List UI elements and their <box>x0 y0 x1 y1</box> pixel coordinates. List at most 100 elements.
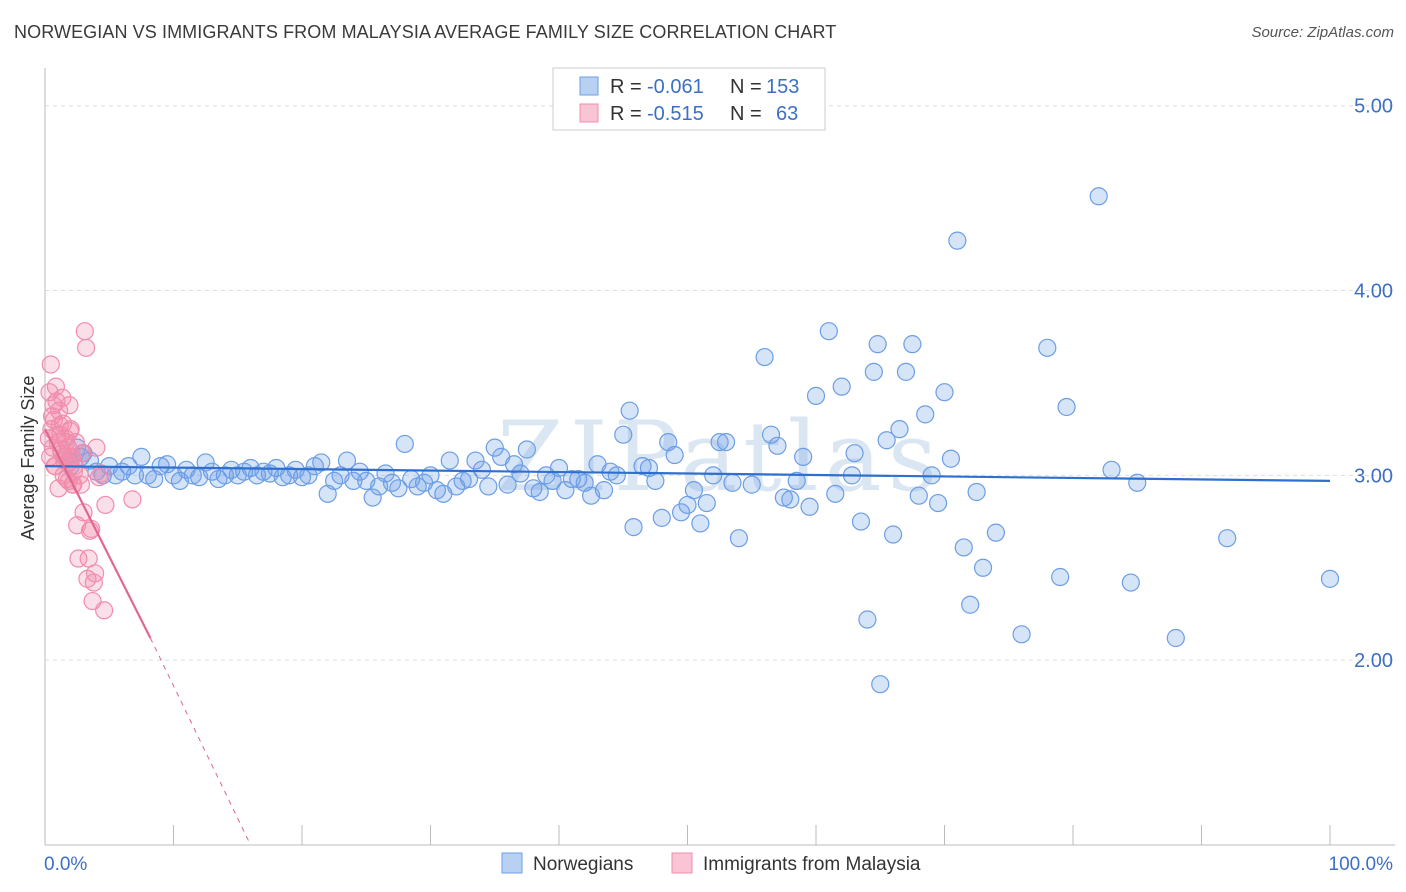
gridlines <box>45 105 1395 661</box>
bottom-legend-swatch-blue <box>501 852 523 874</box>
data-point-norwegians <box>896 362 916 381</box>
data-point-norwegians <box>928 493 948 513</box>
bottom-legend-norwegians: Norwegians <box>533 854 633 875</box>
correlation-legend: R = -0.061 N = 153 R = -0.515 N = 63 <box>552 67 826 131</box>
series-legend: Norwegians Immigrants from Malaysia <box>501 852 921 875</box>
data-point-norwegians <box>697 493 716 513</box>
data-point-norwegians <box>832 377 851 396</box>
data-point-norwegians <box>517 440 536 459</box>
trend-line-malaysia <box>44 428 152 639</box>
data-point-norwegians <box>916 405 935 424</box>
data-point-norwegians <box>986 523 1006 542</box>
legend-n-value-1: 153 <box>766 76 799 98</box>
data-point-norwegians <box>768 436 787 455</box>
y-tick-label: 3.00 <box>1354 465 1393 487</box>
data-point-malaysia <box>41 355 60 374</box>
y-tick-label: 4.00 <box>1354 281 1393 303</box>
legend-r-value-2: -0.515 <box>647 103 704 125</box>
data-point-norwegians <box>935 383 954 402</box>
data-point-norwegians <box>498 475 517 494</box>
data-point-norwegians <box>511 464 530 483</box>
data-point-norwegians <box>350 462 369 481</box>
data-point-norwegians <box>556 481 575 500</box>
legend-n-value-2: 63 <box>776 103 798 125</box>
legend-n-label-2: N = <box>730 103 762 125</box>
data-point-norwegians <box>1051 567 1070 587</box>
data-point-malaysia <box>46 377 66 396</box>
data-point-norwegians <box>363 488 382 507</box>
x-tick-label: 0.0% <box>44 854 87 875</box>
data-point-norwegians <box>973 558 993 577</box>
data-point-norwegians <box>485 438 504 457</box>
data-point-norwegians <box>819 322 838 341</box>
data-point-norwegians <box>794 447 813 466</box>
legend-r-label-1: R = <box>610 76 642 98</box>
data-point-norwegians <box>871 675 890 694</box>
data-point-norwegians <box>132 447 151 466</box>
data-point-norwegians <box>312 453 331 472</box>
data-point-malaysia <box>69 549 88 568</box>
data-point-norwegians <box>800 497 819 516</box>
trend-line-malaysia-extension <box>149 637 252 846</box>
data-point-norwegians <box>1320 569 1340 588</box>
data-point-norwegians <box>806 386 826 405</box>
data-point-norwegians <box>761 425 781 444</box>
y-axis-title: Average Family Size <box>18 376 38 541</box>
data-point-norwegians <box>858 610 877 629</box>
data-point-norwegians <box>729 529 749 548</box>
data-point-norwegians <box>1128 473 1147 492</box>
data-point-norwegians <box>710 432 729 452</box>
data-point-norwegians <box>1012 625 1031 644</box>
data-point-norwegians <box>1166 628 1185 648</box>
legend-r-label-2: R = <box>610 103 642 125</box>
data-point-norwegians <box>826 484 845 503</box>
data-point-malaysia <box>92 464 111 483</box>
trend-lines <box>44 428 1331 846</box>
data-point-norwegians <box>787 471 806 491</box>
legend-n-label-1: N = <box>730 76 762 98</box>
data-point-norwegians <box>941 449 961 468</box>
bottom-legend-swatch-pink <box>671 852 693 874</box>
data-point-norwegians <box>614 425 633 444</box>
data-point-norwegians <box>453 471 472 491</box>
data-point-norwegians <box>594 481 614 500</box>
bottom-legend-malaysia: Immigrants from Malaysia <box>703 854 921 875</box>
data-point-norwegians <box>716 432 736 452</box>
legend-r-value-1: -0.061 <box>647 76 704 98</box>
data-point-norwegians <box>948 231 967 250</box>
data-point-norwegians <box>868 335 887 354</box>
data-point-norwegians <box>620 401 639 420</box>
data-point-norwegians <box>671 503 691 522</box>
data-point-norwegians <box>1057 397 1076 417</box>
data-point-norwegians <box>704 466 723 485</box>
y-tick-label: 5.00 <box>1354 96 1393 118</box>
y-tick-labels: 2.00 3.00 4.00 5.00 <box>1354 96 1393 672</box>
data-point-norwegians <box>196 453 215 472</box>
data-point-norwegians <box>504 455 524 474</box>
source-credit: Source: ZipAtlas.com <box>1251 24 1394 41</box>
chart-title: NORWEGIAN VS IMMIGRANTS FROM MALAYSIA AV… <box>14 22 837 42</box>
trend-line-norwegians <box>44 465 1331 483</box>
data-point-norwegians <box>691 514 710 533</box>
data-point-norwegians <box>684 481 704 500</box>
data-point-norwegians <box>1121 573 1140 592</box>
data-point-norwegians <box>1218 529 1237 548</box>
data-point-norwegians <box>624 518 643 537</box>
data-point-norwegians <box>961 595 980 614</box>
data-point-norwegians <box>395 434 414 454</box>
data-point-malaysia <box>75 322 94 341</box>
data-point-norwegians <box>883 525 903 544</box>
y-tick-label: 2.00 <box>1354 650 1393 672</box>
data-point-malaysia <box>50 416 69 435</box>
data-point-malaysia <box>96 495 115 515</box>
data-point-norwegians <box>472 460 491 479</box>
data-point-norwegians <box>845 444 864 463</box>
data-point-norwegians <box>1102 460 1121 479</box>
data-point-norwegians <box>1089 187 1108 206</box>
data-point-norwegians <box>530 482 549 502</box>
data-point-norwegians <box>344 471 363 491</box>
x-tick-label: 100.0% <box>1329 854 1394 875</box>
data-point-norwegians <box>652 508 671 527</box>
data-point-malaysia <box>95 601 114 620</box>
